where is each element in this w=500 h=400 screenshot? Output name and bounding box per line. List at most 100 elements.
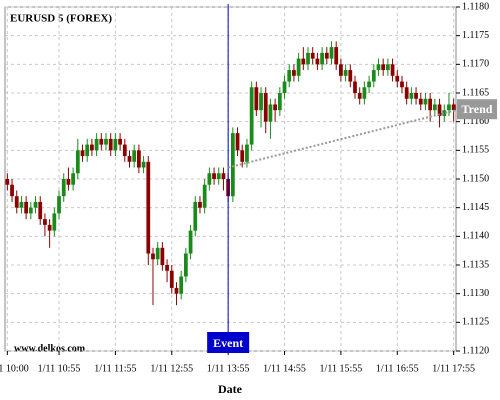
- candle-body: [14, 196, 19, 208]
- y-tick-label: 1.1165: [462, 87, 489, 98]
- candle-body: [5, 179, 10, 185]
- candle-body: [277, 93, 282, 111]
- candle-body: [28, 207, 33, 214]
- candle-body: [57, 196, 61, 214]
- candle-body: [390, 64, 395, 76]
- candle-body: [418, 98, 423, 105]
- candle-body: [118, 138, 122, 145]
- candle-body: [212, 173, 216, 179]
- x-tick-label: 1/11 13:55: [207, 363, 250, 374]
- candle-body: [71, 173, 75, 185]
- candle-body: [376, 64, 381, 71]
- trend-box: [457, 99, 497, 120]
- candle-body: [94, 138, 99, 151]
- y-tick-label: 1.1160: [462, 116, 489, 127]
- candle-body: [306, 52, 310, 65]
- candle-body: [221, 173, 226, 179]
- candle-body: [90, 144, 94, 151]
- y-tick-label: 1.1120: [462, 345, 489, 356]
- candle-body: [428, 98, 433, 111]
- y-tick-label: 1.1145: [462, 202, 489, 213]
- candle-body: [357, 93, 362, 99]
- x-tick-label: 1/11 14:55: [263, 363, 306, 374]
- candle-body: [207, 173, 212, 185]
- trend-line: [227, 109, 457, 169]
- candle-body: [254, 87, 259, 111]
- candle-body: [165, 265, 169, 271]
- candle-body: [245, 144, 249, 162]
- candle-body: [296, 58, 301, 76]
- candle-body: [198, 201, 202, 208]
- candle-body: [122, 144, 127, 157]
- candle-body: [320, 52, 324, 65]
- candle-body: [174, 287, 179, 294]
- candle-body: [432, 104, 437, 111]
- candle-body: [386, 64, 390, 71]
- y-tick-label: 1.1150: [462, 173, 489, 184]
- candle-body: [367, 81, 371, 88]
- candle-body: [348, 70, 353, 82]
- candle-body: [235, 133, 240, 151]
- x-tick-label: 1/11 17:55: [432, 363, 475, 374]
- x-tick-label: 1/11 10:00: [0, 363, 29, 374]
- candle-body: [282, 81, 287, 93]
- candle-body: [339, 64, 343, 76]
- y-tick-label: 1.1135: [462, 259, 489, 270]
- candle-body: [371, 70, 376, 82]
- candle-body: [43, 219, 47, 225]
- x-tick-label: 1/11 16:55: [376, 363, 419, 374]
- candle-body: [66, 179, 71, 185]
- candle-body: [324, 52, 329, 59]
- candle-body: [263, 93, 268, 122]
- candle-body: [38, 201, 43, 220]
- candle-body: [315, 58, 320, 65]
- candle-body: [127, 156, 132, 162]
- x-tick-label: 1/11 10:55: [38, 363, 81, 374]
- candle-body: [155, 247, 160, 260]
- candle-body: [268, 104, 273, 122]
- x-tick-label: 1/11 12:55: [150, 363, 193, 374]
- chart-title: EURUSD 5 (FOREX): [10, 13, 112, 25]
- candle-body: [179, 276, 184, 294]
- candle-body: [414, 93, 418, 99]
- x-tick-label: 1/11 11:55: [94, 363, 136, 374]
- candle-body: [10, 184, 14, 197]
- watermark: www.delkos.com: [14, 343, 86, 354]
- candle-body: [395, 75, 400, 82]
- candle-body: [151, 253, 155, 260]
- candle-body: [202, 184, 207, 208]
- candle-body: [104, 138, 108, 145]
- candle-body: [409, 93, 414, 99]
- y-tick-label: 1.1140: [462, 231, 489, 242]
- candle-body: [310, 52, 315, 59]
- candle-body: [47, 224, 52, 231]
- candle-body: [343, 70, 348, 76]
- candle-body: [287, 70, 292, 82]
- candle-body: [329, 47, 334, 59]
- candle-body: [169, 270, 174, 288]
- event-box: [207, 332, 250, 353]
- candle-body: [24, 201, 29, 214]
- candle-body: [137, 150, 141, 168]
- candle-body: [249, 87, 254, 145]
- candle-body: [273, 104, 278, 111]
- candle-body: [437, 104, 442, 116]
- candle-body: [183, 253, 188, 277]
- candle-body: [400, 81, 404, 88]
- candle-body: [61, 179, 66, 197]
- candle-body: [85, 144, 90, 157]
- candle-body: [108, 138, 113, 151]
- x-axis-title: Date: [218, 382, 243, 396]
- candle-body: [334, 47, 339, 65]
- candle-body: [442, 110, 447, 116]
- candle-body: [160, 247, 165, 265]
- x-tick-label: 1/11 15:55: [320, 363, 363, 374]
- candle-body: [193, 201, 198, 231]
- candle-body: [447, 104, 451, 111]
- candle-body: [423, 98, 428, 105]
- candle-body: [292, 70, 296, 76]
- candle-body: [80, 150, 85, 157]
- candle-body: [141, 161, 146, 168]
- y-tick-label: 1.1155: [462, 145, 489, 156]
